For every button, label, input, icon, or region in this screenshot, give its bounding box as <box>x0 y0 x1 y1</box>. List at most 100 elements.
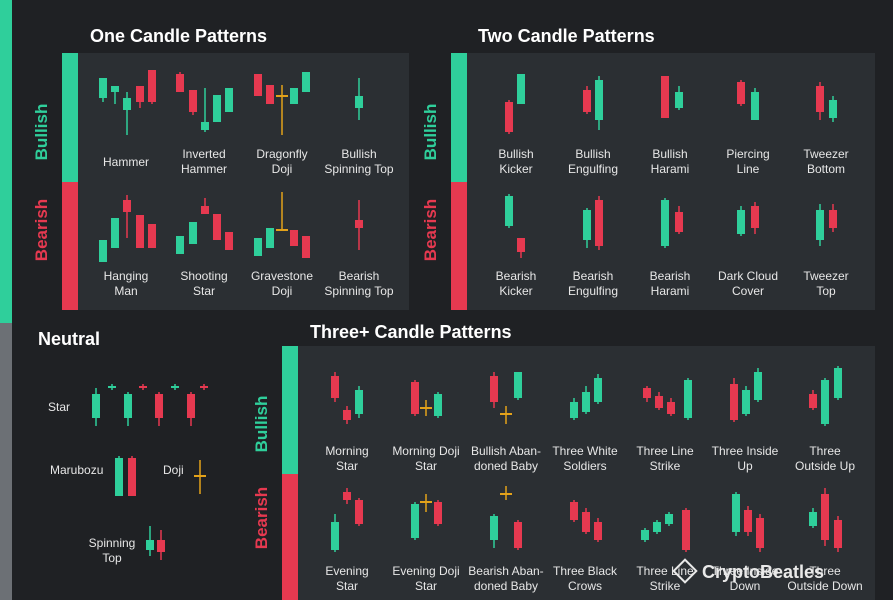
one-bear-bar <box>62 182 78 310</box>
label-tweezer-bottom: Tweezer Bottom <box>803 147 849 176</box>
be-b-body <box>595 80 603 120</box>
tws-b-body <box>582 392 590 412</box>
hammer-a-body <box>99 78 107 98</box>
hm-main-body <box>123 200 131 212</box>
bh-a-body <box>661 76 669 118</box>
ss-d-body <box>225 232 233 250</box>
tbc-b-body <box>582 512 590 532</box>
label-three-black-crows: Three Black Crows <box>552 564 618 593</box>
mds-a-body <box>411 382 419 414</box>
ns-e-body <box>155 394 163 418</box>
ns-a-body <box>92 394 100 418</box>
label-three-line-strike-bull: Three Line Strike <box>636 444 694 473</box>
gd-c-body <box>290 230 298 246</box>
eds-c-body <box>434 502 442 524</box>
label-evening-star: Evening Star <box>325 564 369 593</box>
neutral-spinning-top-label: Spinning Top <box>88 536 136 565</box>
ms-b-body <box>343 410 351 420</box>
dc-a-body <box>737 210 745 234</box>
two-bear-bar <box>451 182 467 310</box>
three-bull-bar <box>282 346 298 474</box>
label-bearish-engulfing: Bearish Engulfing <box>567 269 619 298</box>
label-bullish-harami: Bullish Harami <box>650 147 690 176</box>
ns-d-body <box>139 386 147 388</box>
gd-b-body <box>266 228 274 248</box>
tod-c-body <box>834 520 842 548</box>
label-three-inside-up: Three Inside Up <box>711 444 779 473</box>
label-three-outside-down: Three Outside Down <box>787 564 863 593</box>
be-a-body <box>583 90 591 112</box>
nsp-b-body <box>157 540 165 552</box>
label-dragonfly-doji: Dragonfly Doji <box>256 147 308 176</box>
label-three-outside-up: Three Outside Up <box>794 444 856 473</box>
gd-a-body <box>254 238 262 256</box>
label-hammer: Hammer <box>102 155 149 169</box>
bst-main-body <box>355 96 363 108</box>
tou-b-body <box>821 380 829 424</box>
watermark: CryptoBeatles <box>672 558 825 584</box>
bh2-b-body <box>675 212 683 232</box>
tls-b-body <box>655 396 663 408</box>
three-candle-panel <box>282 346 875 600</box>
bst2-main-body <box>355 220 363 228</box>
tls-c-body <box>667 402 675 414</box>
watermark-text: CryptoBeatles <box>702 562 825 582</box>
neutral-marubozu-label: Marubozu <box>50 463 104 477</box>
ms-c-body <box>355 390 363 414</box>
tbc-a-body <box>570 502 578 520</box>
bh-b-body <box>675 92 683 108</box>
label-piercing-line: Piercing Line <box>726 147 770 176</box>
label-three-inside-down: Three Inside Down <box>711 564 779 593</box>
tod-a-body <box>809 512 817 526</box>
eds-a-body <box>411 504 419 538</box>
tiu-b-body <box>742 390 750 414</box>
label-hanging-man: Hanging Man <box>103 269 149 298</box>
nsp-a-body <box>146 540 154 550</box>
watermark-logo-icon <box>672 558 698 584</box>
tls2-d-body <box>682 510 690 550</box>
bk2-b-body <box>517 238 525 252</box>
maru-b-body <box>128 458 136 496</box>
tbc-c-body <box>594 522 602 540</box>
label-bearish-spinning-top: Bearish Spinning Top <box>324 269 394 298</box>
label-bullish-engulfing: Bullish Engulfing <box>567 147 619 176</box>
two-candle-title: Two Candle Patterns <box>478 26 655 46</box>
tls-d-body <box>684 380 692 418</box>
label-bullish-kicker: Bullish Kicker <box>498 147 534 176</box>
label-three-line-strike-bear: Three Line Strike <box>636 564 694 593</box>
label-bullish-abandoned-baby: Bullish Aban- doned Baby <box>470 444 542 473</box>
tls2-b-body <box>653 522 661 532</box>
tiu-c-body <box>754 372 762 400</box>
es-b-body <box>343 492 351 500</box>
label-morning-star: Morning Star <box>325 444 369 473</box>
ns-g-body <box>187 394 195 418</box>
ns-f-body <box>171 386 179 388</box>
ss-a-body <box>176 236 184 254</box>
one-candle-panel <box>62 53 409 310</box>
three-bear-bar <box>282 474 298 600</box>
ms-a-body <box>331 376 339 398</box>
label-bearish-abandoned-baby: Bearish Aban- doned Baby <box>468 564 544 593</box>
ba-a-body <box>490 376 498 402</box>
inv-d-body <box>225 88 233 112</box>
ba-c-body <box>514 372 522 398</box>
drag-c-body <box>290 88 298 104</box>
label-bearish-harami: Bearish Harami <box>649 269 691 298</box>
tod-b-body <box>821 494 829 540</box>
hm-b-body <box>111 218 119 248</box>
bab-c-body <box>514 522 522 548</box>
label-shooting-star: Shooting Star <box>180 269 228 298</box>
hammer-b-body <box>111 86 119 92</box>
hammer-main-body <box>123 98 131 110</box>
label-inverted-hammer: Inverted Hammer <box>180 147 227 176</box>
ben-b-body <box>595 200 603 246</box>
bh2-a-body <box>661 200 669 246</box>
tt-b-body <box>829 210 837 228</box>
ss-c-body <box>213 214 221 240</box>
ss-main-body <box>201 206 209 214</box>
tb-b-body <box>829 100 837 118</box>
ns-b-body <box>108 386 116 388</box>
label-three-white-soldiers: Three White Soldiers <box>552 444 618 473</box>
drag-d-body <box>302 72 310 92</box>
